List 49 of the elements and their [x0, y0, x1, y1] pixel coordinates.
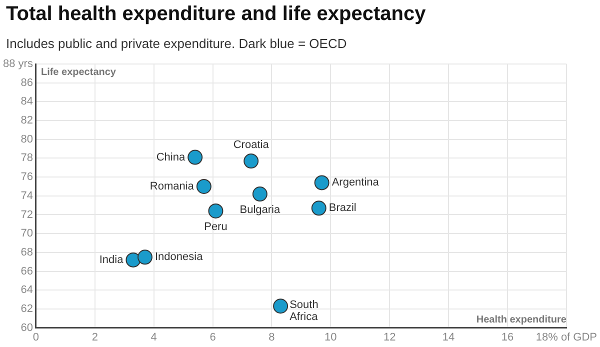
annotation: Brazil [328, 202, 356, 214]
point [137, 250, 152, 265]
annotation: Romania [150, 180, 195, 193]
x-tick-label: 16 [501, 331, 514, 344]
y-tick-label: 68 [20, 246, 33, 258]
y-tick-label: 88 yrs [2, 58, 34, 70]
point [208, 203, 224, 218]
y-tick-label: 80 [20, 133, 33, 146]
annotation: India [99, 254, 124, 266]
point [273, 298, 288, 314]
x-tick-label: 18% of GDP [536, 331, 597, 344]
y-tick-label: 84 [20, 96, 33, 108]
x-tick-label: 4 [150, 331, 157, 344]
y-tick-label: 82 [20, 114, 33, 127]
y-tick-label: 86 [20, 76, 33, 89]
point [188, 150, 203, 165]
x-tick-label: 12 [383, 331, 396, 344]
point [311, 200, 326, 216]
point [196, 178, 212, 194]
y-tick-label: 74 [20, 190, 33, 202]
y-axis-title: Life expectancy [40, 66, 116, 78]
x-axis-title: Health expenditure [476, 314, 567, 326]
y-tick-label: 66 [20, 265, 33, 278]
annotation: Bulgaria [240, 204, 281, 216]
y-tick-label: 62 [20, 302, 33, 315]
x-tick-label: 14 [442, 331, 455, 344]
chart-title: Total health expenditure and life expectancy [6, 3, 426, 26]
point [126, 252, 141, 268]
y-tick-label: 70 [20, 228, 33, 240]
x-tick-label: 10 [324, 331, 337, 344]
y-tick-label: 64 [20, 284, 33, 296]
annotation: Peru [204, 221, 228, 234]
y-tick-label: 60 [20, 322, 33, 334]
x-tick-label: 8 [268, 331, 275, 344]
annotation: Argentina [332, 176, 380, 189]
x-tick-label: 0 [32, 331, 40, 344]
y-tick-label: 78 [20, 152, 33, 164]
x-tick-label: 6 [210, 331, 216, 344]
y-tick-label: 72 [20, 208, 33, 221]
annotation: China [156, 151, 186, 164]
y-tick-label: 76 [20, 171, 33, 184]
x-tick-label: 2 [92, 331, 98, 344]
point [244, 154, 259, 169]
point [252, 186, 268, 202]
point [314, 175, 330, 190]
chart-subtitle: Includes public and private expenditure. Dark blue = OECD [6, 36, 347, 51]
annotation: Indonesia [154, 251, 204, 264]
annotation: South Africa [290, 299, 319, 324]
annotation: Croatia [233, 139, 270, 152]
